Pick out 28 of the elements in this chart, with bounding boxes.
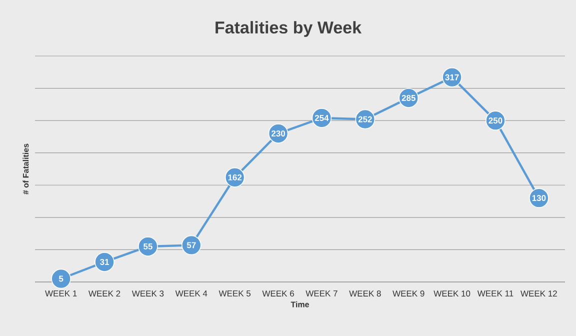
x-tick-label: WEEK 6 (262, 290, 294, 297)
data-label: 130 (532, 195, 546, 202)
x-axis-title: Time (290, 301, 309, 308)
data-label: 230 (271, 130, 286, 136)
data-label: 254 (314, 114, 329, 121)
data-label: 31 (100, 258, 109, 265)
x-tick-label: WEEK 1 (45, 290, 77, 296)
x-tick-label: WEEK 7 (306, 290, 338, 296)
x-tick-label: WEEK 5 (218, 290, 251, 296)
data-label: 162 (228, 174, 242, 180)
data-label: 252 (358, 116, 372, 122)
x-tick-label: WEEK 8 (349, 290, 381, 297)
x-tick-label: WEEK 9 (392, 290, 424, 297)
x-tick-label: WEEK 10 (434, 290, 470, 297)
data-label: 55 (143, 244, 152, 250)
chart-title: Fatalities by Week (216, 21, 362, 37)
data-label: 5 (58, 276, 64, 282)
x-tick-label: WEEK 3 (132, 290, 164, 297)
y-axis-title: # of Fatalities (22, 144, 29, 194)
data-label: 57 (186, 242, 196, 248)
x-tick-label: WEEK 12 (520, 290, 557, 296)
point (51, 268, 71, 289)
data-label: 250 (488, 118, 502, 124)
data-label: 285 (402, 94, 416, 101)
x-tick-label: WEEK 4 (175, 290, 208, 296)
x-tick-label: WEEK 2 (88, 290, 120, 296)
data-label: 317 (445, 74, 459, 80)
x-tick-label: WEEK 11 (477, 290, 514, 296)
